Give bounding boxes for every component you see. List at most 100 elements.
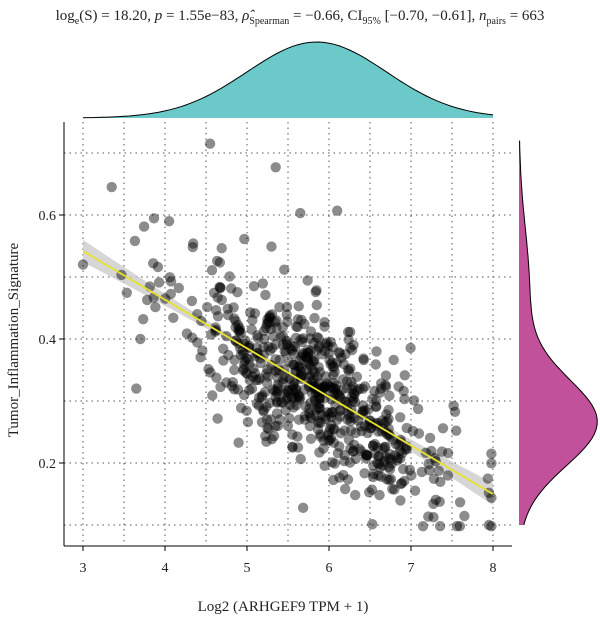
- data-point: [349, 413, 360, 424]
- data-point: [395, 453, 406, 464]
- data-point: [272, 397, 283, 408]
- data-point: [205, 367, 216, 378]
- data-point: [322, 340, 334, 352]
- data-point: [288, 348, 299, 359]
- data-point: [327, 457, 338, 468]
- data-point: [299, 414, 310, 425]
- data-point: [269, 385, 281, 396]
- data-point: [266, 434, 277, 445]
- data-point: [334, 405, 346, 416]
- data-point: [307, 364, 318, 376]
- data-point: [385, 454, 396, 465]
- data-point: [483, 519, 495, 531]
- data-point: [373, 459, 385, 470]
- data-point: [135, 333, 146, 345]
- data-point: [257, 390, 268, 401]
- data-point: [367, 471, 379, 483]
- data-point: [330, 384, 341, 395]
- data-point: [319, 321, 330, 332]
- data-point: [282, 316, 293, 327]
- data-point: [254, 373, 265, 384]
- data-point: [395, 495, 406, 506]
- data-point: [286, 345, 298, 356]
- data-point: [342, 474, 354, 485]
- data-point: [293, 361, 304, 372]
- data-point: [319, 345, 331, 357]
- data-point: [449, 406, 461, 417]
- data-point: [337, 374, 349, 385]
- data-point: [280, 347, 292, 359]
- data-point: [294, 394, 305, 405]
- data-point: [486, 521, 497, 532]
- data-point: [270, 354, 281, 365]
- data-point: [318, 443, 329, 454]
- subtitle-log-base: e: [75, 16, 80, 27]
- data-point: [434, 521, 446, 532]
- data-point: [287, 380, 299, 392]
- data-point: [212, 311, 224, 322]
- data-point: [428, 473, 440, 484]
- data-point: [321, 337, 333, 348]
- data-point: [314, 398, 325, 409]
- data-point: [329, 424, 340, 435]
- data-point: [486, 448, 497, 459]
- data-point: [258, 333, 270, 345]
- data-point: [423, 458, 434, 470]
- data-point: [216, 243, 227, 254]
- data-point: [283, 384, 294, 396]
- data-point: [297, 370, 308, 381]
- data-point: [327, 361, 338, 372]
- data-point: [312, 371, 323, 382]
- data-point: [241, 405, 252, 416]
- data-point: [245, 307, 256, 318]
- data-point: [398, 463, 409, 475]
- data-point: [293, 389, 304, 401]
- data-point: [348, 339, 359, 351]
- data-point: [369, 438, 380, 450]
- data-point: [277, 397, 288, 408]
- subtitle-text: loge(S) = 18.20, p = 1.55e−83, ρ̂Spearma…: [56, 8, 545, 27]
- data-point: [395, 478, 407, 490]
- data-point: [216, 294, 227, 306]
- data-point: [314, 342, 325, 353]
- data-point: [273, 364, 285, 376]
- data-point: [328, 437, 340, 448]
- x-tick-label: 6: [326, 561, 333, 576]
- data-point: [357, 383, 368, 394]
- data-point: [345, 363, 356, 374]
- data-point: [234, 326, 245, 337]
- data-point: [343, 409, 355, 420]
- data-point: [203, 364, 214, 375]
- data-point: [212, 413, 223, 424]
- data-point: [321, 378, 333, 389]
- data-point: [186, 295, 198, 307]
- data-point: [334, 348, 345, 359]
- data-point: [256, 417, 268, 428]
- data-point: [291, 321, 302, 332]
- data-point: [342, 400, 353, 411]
- data-point: [378, 443, 389, 455]
- data-point: [339, 425, 350, 436]
- data-point: [306, 376, 317, 387]
- data-point: [348, 446, 359, 457]
- data-point: [293, 361, 305, 372]
- data-point: [302, 347, 314, 358]
- data-point: [251, 342, 262, 354]
- data-point: [325, 408, 336, 419]
- data-point: [290, 387, 301, 398]
- data-point: [278, 388, 290, 399]
- data-point: [380, 370, 392, 381]
- data-point: [281, 339, 292, 350]
- data-point: [360, 453, 372, 464]
- data-point: [356, 425, 367, 437]
- data-point: [268, 331, 279, 342]
- data-point: [207, 390, 218, 401]
- data-point: [323, 380, 335, 391]
- data-point: [482, 473, 493, 484]
- data-point: [349, 397, 361, 408]
- data-point: [355, 421, 367, 432]
- data-point: [265, 414, 276, 425]
- data-point: [165, 276, 177, 287]
- y-tick-label: 0.4: [39, 333, 57, 348]
- data-point: [451, 425, 462, 436]
